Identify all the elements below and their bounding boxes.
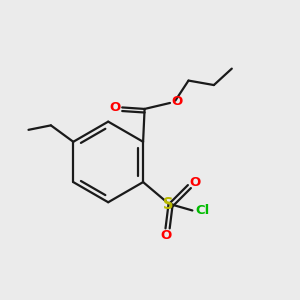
Text: Cl: Cl [195,204,209,217]
Text: O: O [171,95,182,108]
Text: O: O [190,176,201,189]
Text: S: S [163,197,174,212]
Text: O: O [109,101,120,114]
Text: O: O [160,230,172,242]
